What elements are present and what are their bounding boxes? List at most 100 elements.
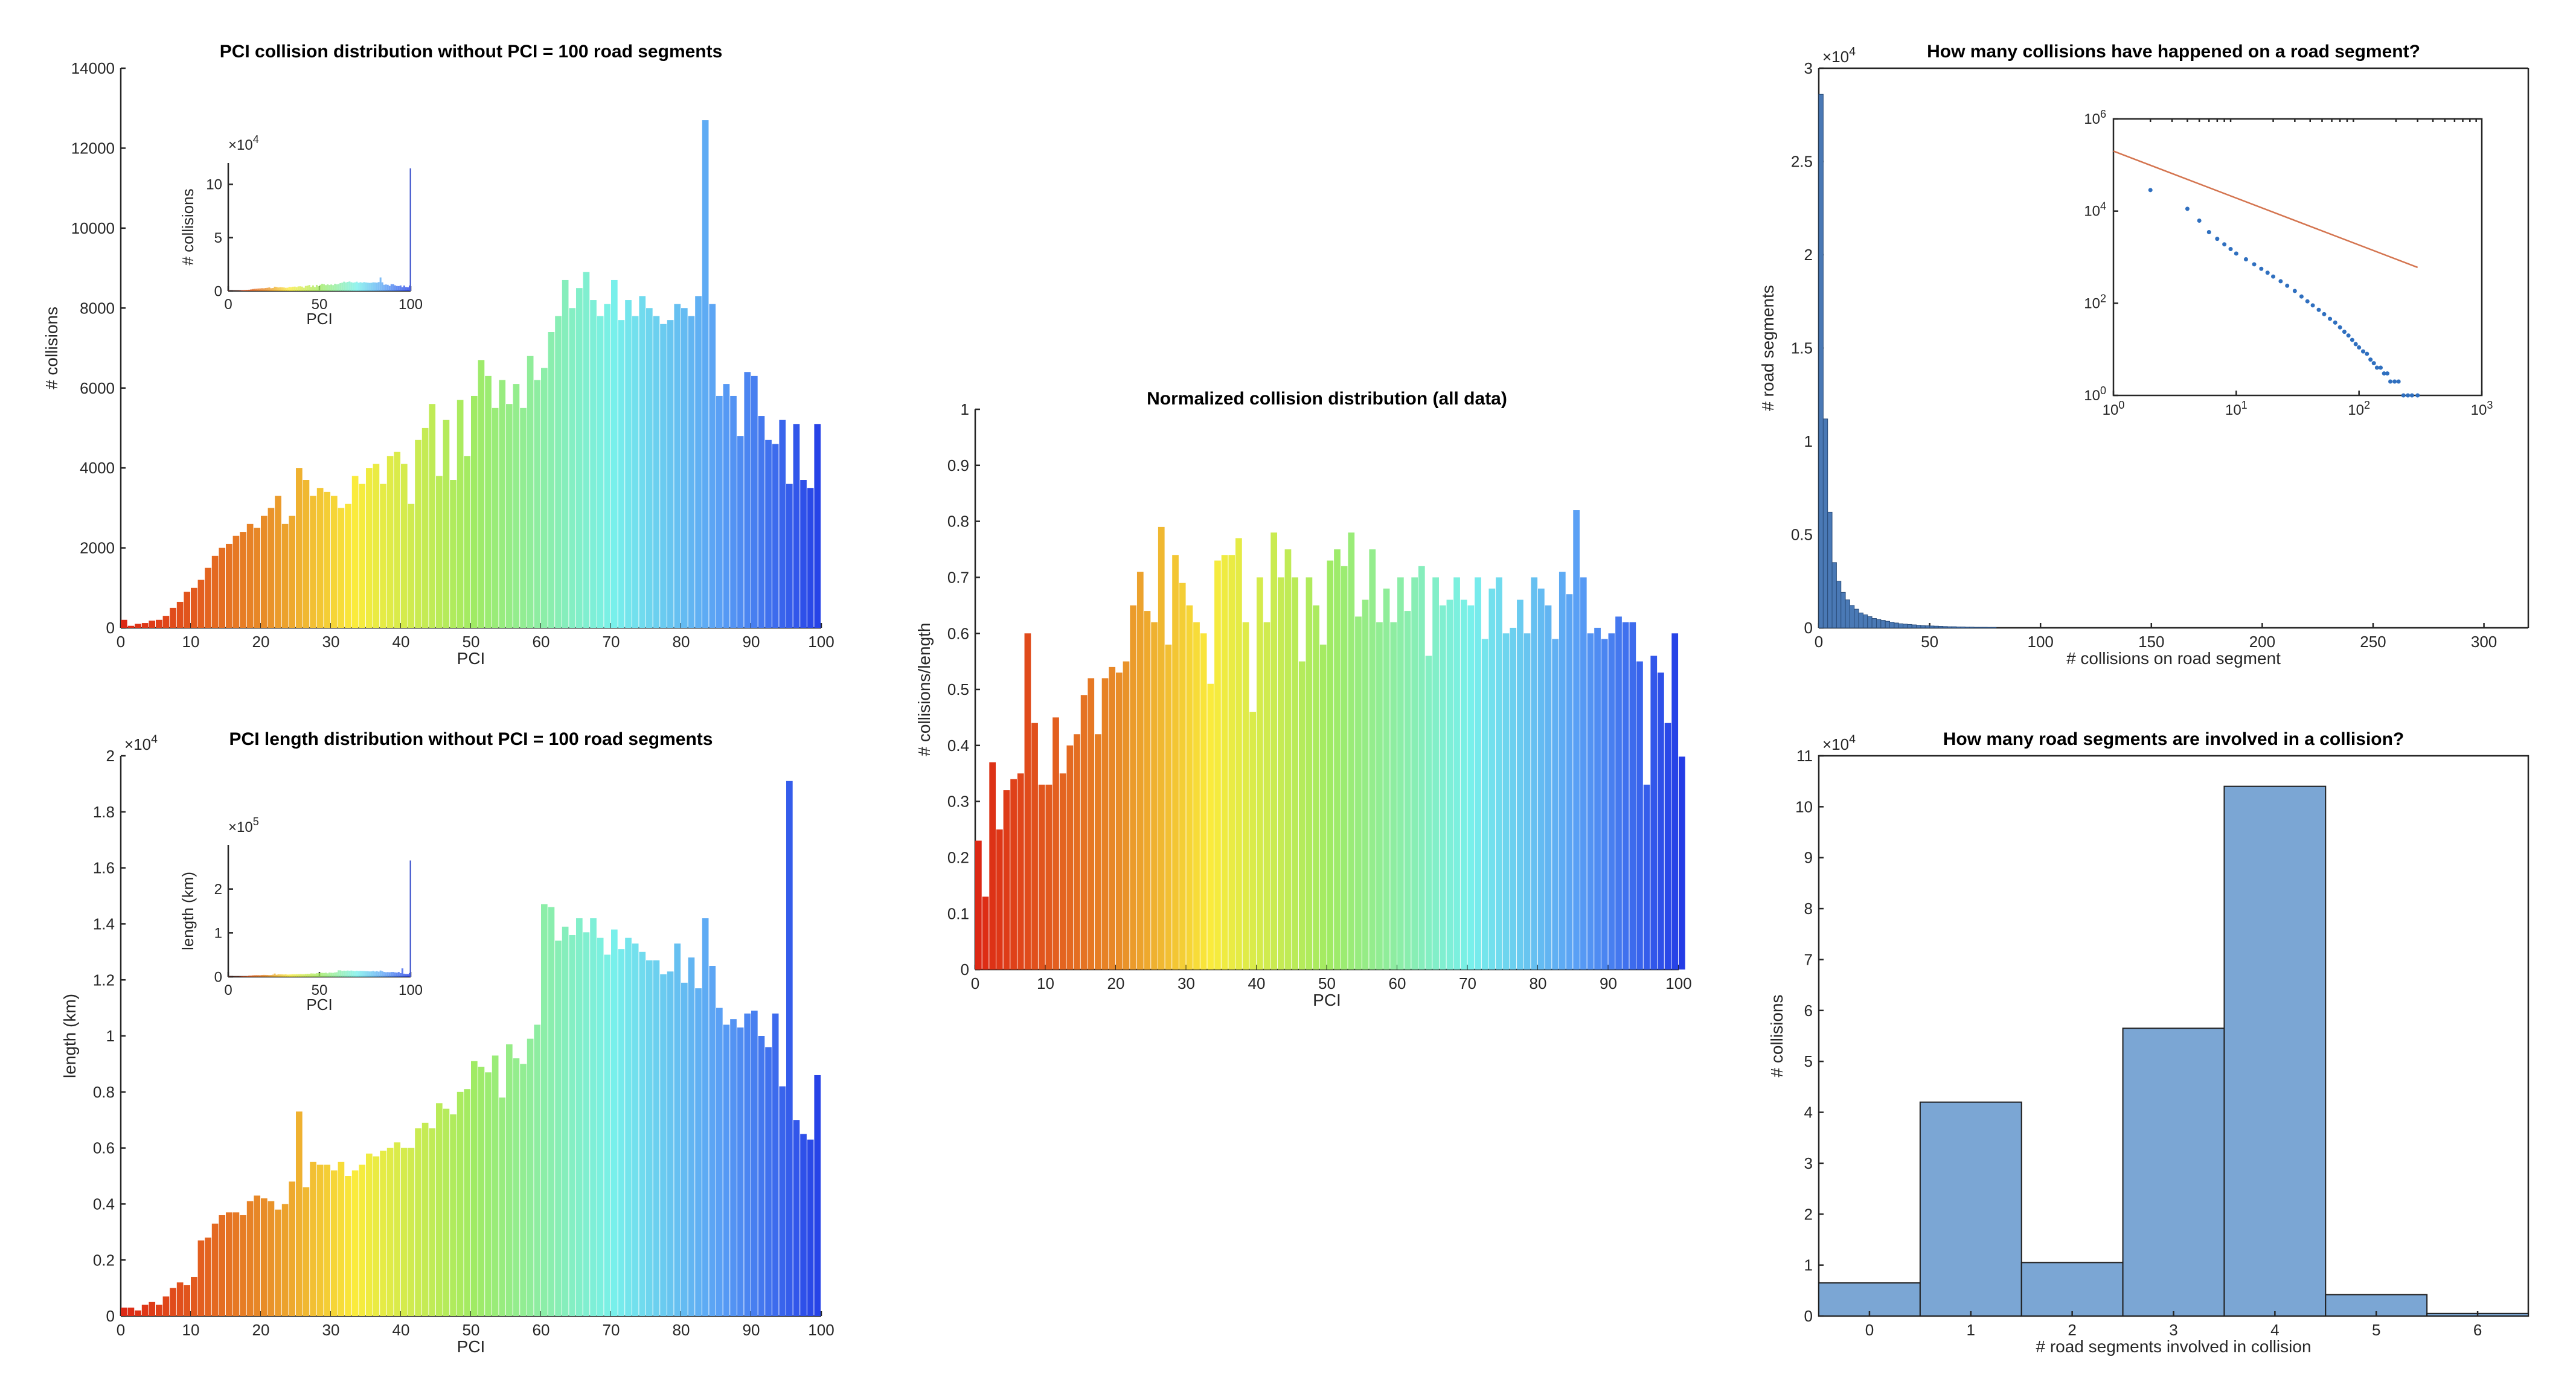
- bar: [597, 316, 604, 628]
- y-axis-label: length (km): [179, 872, 197, 950]
- bar: [1158, 526, 1165, 970]
- bar: [281, 523, 289, 628]
- y-tick-label: 0.9: [947, 456, 969, 474]
- bar: [156, 1305, 162, 1316]
- inset-bar: [286, 974, 289, 977]
- bar: [211, 555, 219, 628]
- bar: [1854, 609, 1859, 628]
- chart-segments-per-collision: 0 1 2 3 4 5 6 0 1 2 3 4 5 6 7 8 9 10 11 # road segments inv…: [1767, 729, 2530, 1356]
- bar: [1348, 532, 1355, 970]
- scatter-point: [2346, 333, 2351, 338]
- inset-bar: [334, 972, 336, 977]
- bar: [681, 982, 688, 1316]
- bar: [1947, 626, 1952, 628]
- y-tick-label: 2: [1804, 1205, 1813, 1223]
- y-tick-label: 1: [106, 1027, 115, 1045]
- bar: [316, 1165, 324, 1316]
- x-tick-label: 0: [1815, 633, 1823, 651]
- bar: [380, 484, 386, 628]
- scatter-point: [2328, 316, 2333, 321]
- x-tick-label: 30: [1177, 974, 1195, 992]
- x-tick-label: 60: [533, 633, 550, 651]
- y-tick-label: 0.4: [93, 1195, 115, 1213]
- y-tick-label: 2: [214, 881, 222, 898]
- inset-bar: [406, 974, 409, 977]
- bar: [513, 1058, 520, 1316]
- bar: [1929, 625, 1935, 628]
- bar: [1038, 784, 1045, 970]
- bar: [219, 1215, 226, 1316]
- inset-bar: [388, 972, 391, 977]
- inset-bar: [283, 287, 285, 291]
- bar: [1144, 611, 1151, 970]
- inset-bar: [399, 973, 402, 977]
- bar: [478, 360, 485, 628]
- bar: [765, 439, 772, 628]
- bar: [261, 516, 268, 628]
- bar: [604, 954, 611, 1316]
- inset-bar: [317, 286, 319, 291]
- bar: [2223, 785, 2327, 1317]
- y-axis-exponent: ×104: [228, 133, 259, 153]
- scatter-point: [2148, 188, 2153, 193]
- bar: [436, 1103, 443, 1316]
- scatter-point: [2305, 299, 2310, 304]
- bar: [590, 300, 597, 628]
- bar: [1010, 779, 1017, 970]
- chart-title: PCI collision distribution without PCI =…: [220, 42, 723, 62]
- bar: [1059, 773, 1066, 970]
- bar: [1956, 626, 1961, 628]
- y-tick-label: 11: [1796, 747, 1813, 765]
- bar: [331, 496, 338, 628]
- inset-bar: [332, 285, 335, 291]
- bar: [779, 420, 786, 628]
- scatter-point: [2353, 342, 2358, 347]
- bar: [254, 1195, 261, 1316]
- bar: [1165, 644, 1172, 970]
- scatter-point: [2368, 357, 2373, 362]
- inset-bar: [374, 282, 376, 291]
- inset-bar: [261, 288, 263, 291]
- scatter-point: [2333, 320, 2337, 325]
- bar: [275, 496, 281, 628]
- bar: [1341, 566, 1348, 970]
- inset-pci-collision: 0 50 100 0 5 10 PCI # collisions ×104: [179, 133, 423, 328]
- bar: [1460, 599, 1467, 970]
- bar: [1263, 622, 1270, 970]
- y-tick-label: 1: [1804, 1256, 1813, 1274]
- bar: [660, 324, 667, 628]
- bar: [793, 1120, 800, 1316]
- scatter-point: [2234, 251, 2238, 256]
- bar: [492, 1055, 499, 1316]
- bar: [1453, 577, 1460, 970]
- x-tick-label: 0: [224, 982, 232, 998]
- scatter-point: [2385, 371, 2390, 376]
- bar: [1608, 633, 1615, 970]
- bar: [1003, 790, 1010, 970]
- bar: [611, 929, 618, 1316]
- bar: [1207, 683, 1214, 970]
- y-tick-label: 0.3: [947, 793, 969, 811]
- y-tick-label: 0.4: [947, 736, 969, 755]
- bar: [1257, 577, 1263, 970]
- bar: [989, 762, 996, 970]
- x-tick-label: 80: [673, 633, 690, 651]
- bar: [1306, 577, 1313, 970]
- bar: [373, 1156, 380, 1316]
- y-axis-label: # collisions: [42, 307, 61, 389]
- scatter-point: [2215, 237, 2220, 241]
- inset-bar: [259, 288, 261, 291]
- bar: [1270, 532, 1278, 970]
- bar: [205, 567, 211, 628]
- bar: [632, 316, 639, 628]
- inset-bar: [268, 287, 271, 291]
- x-tick-label: 101: [2225, 399, 2248, 418]
- bar: [667, 971, 674, 1316]
- bar: [506, 1044, 513, 1316]
- y-tick-label: 0.5: [947, 680, 969, 698]
- y-tick-label: 0.1: [947, 904, 969, 922]
- inset-bar: [252, 975, 254, 977]
- bar: [386, 456, 394, 628]
- inset-bar: [325, 285, 327, 291]
- bar: [1916, 625, 1921, 628]
